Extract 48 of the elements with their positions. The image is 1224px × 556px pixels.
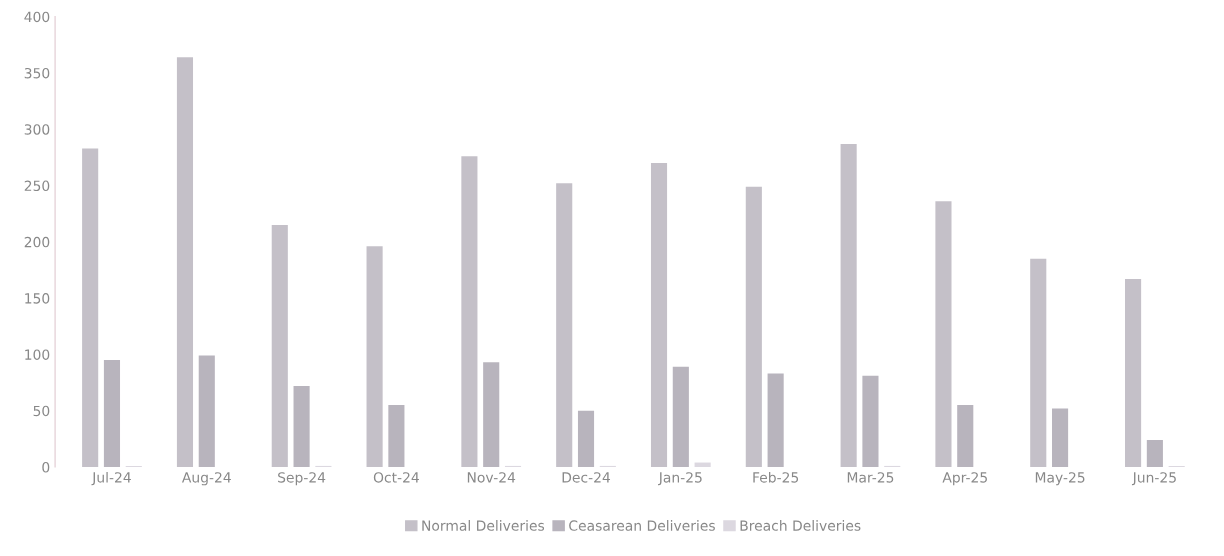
x-tick-label: Nov-24 [467,472,516,483]
bar [840,143,857,468]
x-tick-label: Jul-24 [91,471,131,486]
bar [935,201,952,468]
y-tick-label: 200 [24,236,50,248]
bar [103,360,121,468]
bar [176,57,194,468]
bar [1146,440,1163,468]
x-tick-label: Aug-24 [181,472,231,486]
bar [483,362,500,468]
x-tick-label: May-25 [1035,472,1085,486]
y-tick-label: 150 [25,293,50,304]
bar [388,405,405,468]
x-tick-label: Apr-25 [942,472,987,486]
x-tick-label: Feb-25 [753,471,799,483]
bar [366,246,383,468]
bar [767,373,784,468]
bar [1030,258,1047,468]
bar [577,410,595,468]
y-tick-label: 300 [24,124,50,135]
bar [271,224,288,468]
bar [1125,279,1142,468]
bar [293,385,310,468]
y-tick-label: 0 [42,462,50,473]
y-tick-label: 350 [24,67,50,79]
x-tick-label: Sep-24 [278,472,326,486]
legend-label: Ceasarean Deliveries [569,520,715,531]
legend-label: Breach Deliveries [740,520,861,531]
bar [1052,408,1069,468]
x-tick-label: Mar-25 [847,472,894,483]
bar [957,405,974,468]
x-tick-label: Jan-25 [658,472,702,486]
y-tick-label: 400 [24,11,50,23]
x-tick-label: Jun-25 [1131,472,1176,486]
bar [461,156,478,468]
bar [650,163,668,468]
bar [556,183,573,468]
bar [745,186,762,468]
y-tick-label: 100 [25,349,50,360]
bar [672,366,689,468]
y-tick-label: 250 [24,180,50,192]
bar [82,148,99,468]
x-tick-label: Dec-24 [562,472,611,483]
bar [198,355,215,468]
x-tick-label: Oct-24 [373,472,419,483]
legend-label: Normal Deliveries [422,520,545,531]
y-tick-label: 50 [33,405,50,417]
bar [862,375,879,468]
